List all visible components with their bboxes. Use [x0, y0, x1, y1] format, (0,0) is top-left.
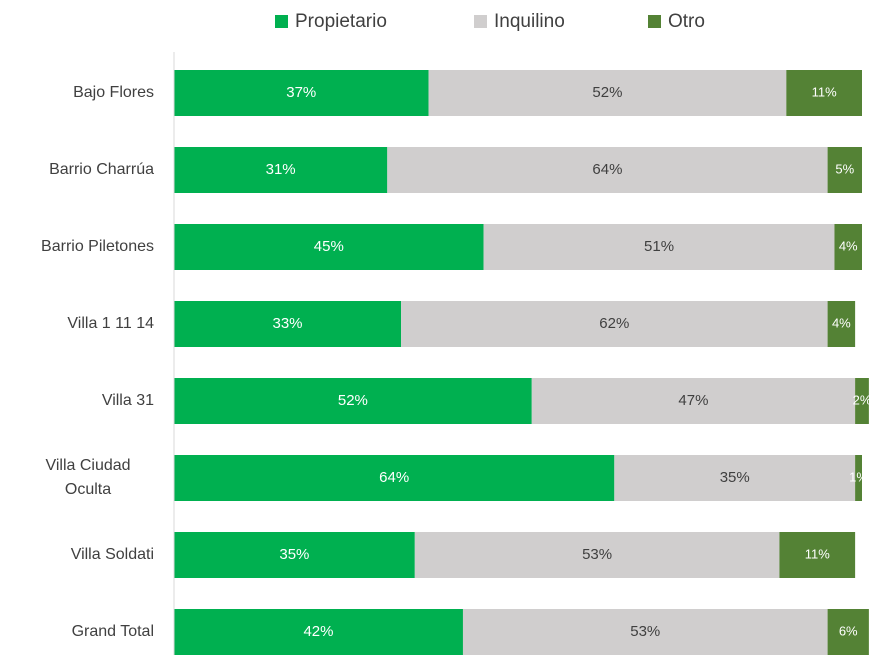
bar-segment: [387, 147, 828, 193]
bar-segment: [827, 609, 869, 655]
data-label: 1%: [849, 469, 868, 484]
bar-segment: [174, 301, 402, 347]
bar-segment: [174, 378, 532, 424]
legend-swatch: [474, 15, 487, 28]
bar-segment: [174, 609, 463, 655]
data-label: 51%: [644, 238, 674, 255]
data-label: 47%: [678, 392, 708, 409]
legend-swatch: [275, 15, 288, 28]
bar-segment: [462, 609, 828, 655]
bar-segment: [531, 378, 856, 424]
data-label: 53%: [582, 546, 612, 563]
bar-segment: [428, 70, 787, 116]
bar-segment: [827, 301, 856, 347]
data-label: 11%: [805, 546, 830, 561]
data-label: 5%: [835, 161, 854, 176]
data-label: 64%: [592, 161, 622, 178]
data-label: 35%: [279, 546, 309, 563]
bar-segment: [174, 455, 615, 501]
data-label: 35%: [720, 469, 750, 486]
bar-segment: [614, 455, 856, 501]
data-label: 37%: [286, 84, 316, 101]
data-label: 11%: [812, 84, 837, 99]
bar-segment: [174, 70, 429, 116]
legend-label: Inquilino: [494, 11, 565, 32]
data-label: 45%: [314, 238, 344, 255]
bar-segment: [401, 301, 828, 347]
data-label: 6%: [839, 623, 858, 638]
bar-segment: [855, 378, 869, 424]
bar-segment: [855, 455, 862, 501]
data-label: 31%: [266, 161, 296, 178]
bar-segment: [414, 532, 780, 578]
category-label: Barrio Charrúa: [49, 161, 154, 178]
data-label: 62%: [599, 315, 629, 332]
bar-segment: [834, 224, 862, 270]
bar-segment: [779, 532, 856, 578]
bar-segment: [174, 532, 415, 578]
data-label: 4%: [832, 315, 851, 330]
category-label: Grand Total: [71, 623, 154, 640]
data-label: 53%: [630, 623, 660, 640]
bar-segment: [827, 147, 862, 193]
bar-segment: [786, 70, 862, 116]
data-label: 64%: [379, 469, 409, 486]
data-label: 42%: [303, 623, 333, 640]
bar-segment: [174, 224, 484, 270]
legend-label: Otro: [668, 11, 705, 32]
legend-label: Propietario: [295, 11, 387, 32]
category-label: Villa Soldati: [70, 546, 154, 563]
legend-swatch: [648, 15, 661, 28]
category-label: Barrio Piletones: [41, 238, 154, 255]
data-label: 33%: [273, 315, 303, 332]
category-label: Villa 1 11 14: [67, 315, 154, 332]
bar-segment: [483, 224, 835, 270]
category-label: Bajo Flores: [73, 84, 154, 101]
category-label: Villa Ciudad Oculta: [45, 457, 131, 498]
data-label: 2%: [853, 392, 872, 407]
data-label: 52%: [592, 84, 622, 101]
bar-segment: [174, 147, 388, 193]
category-label: Villa 31: [101, 392, 154, 409]
data-label: 52%: [338, 392, 368, 409]
data-label: 4%: [839, 238, 858, 253]
